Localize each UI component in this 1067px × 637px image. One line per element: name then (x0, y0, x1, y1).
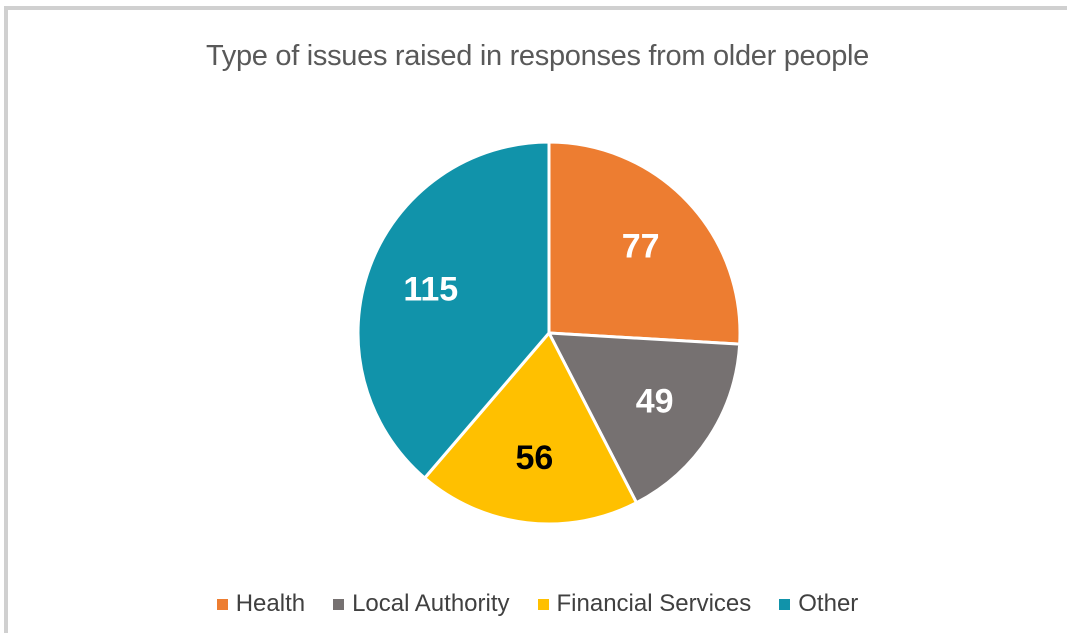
legend-label-financial-services: Financial Services (556, 590, 752, 617)
legend-item-other: Other (779, 590, 858, 618)
pie-slices (356, 140, 742, 526)
data-label-financial-services: 56 (515, 439, 553, 477)
pie-slice-financial-services (423, 331, 639, 526)
pie-slice-other (356, 140, 551, 480)
data-label-health: 77 (622, 227, 660, 265)
legend-label-health: Health (235, 590, 306, 617)
legend-item-financial-services: Financial Services (537, 590, 752, 618)
legend-swatch-local-authority (333, 598, 345, 610)
legend-item-local-authority: Local Authority (333, 590, 510, 618)
chart-legend: Health Local Authority Financial Service… (8, 590, 1067, 618)
pie-data-labels: 77 49 56 115 (403, 227, 673, 477)
pie-chart: 77 49 56 115 (356, 140, 742, 526)
chart-frame: Type of issues raised in responses from … (4, 6, 1067, 633)
data-label-other: 115 (403, 270, 458, 308)
data-label-local-authority: 49 (636, 383, 674, 421)
legend-swatch-health (216, 598, 228, 610)
legend-swatch-other (779, 598, 791, 610)
chart-title: Type of issues raised in responses from … (205, 40, 870, 72)
legend-label-local-authority: Local Authority (352, 590, 510, 617)
legend-swatch-financial-services (537, 598, 549, 610)
pie-slice-health (547, 140, 742, 346)
legend-item-health: Health (216, 590, 306, 618)
pie-slice-local-authority (547, 331, 742, 505)
legend-label-other: Other (798, 590, 859, 617)
